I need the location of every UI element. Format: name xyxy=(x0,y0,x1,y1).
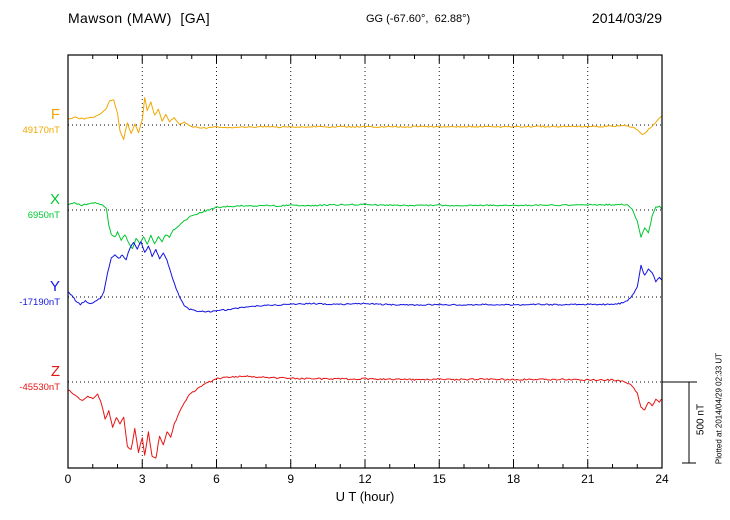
x-tick-label-18: 18 xyxy=(506,472,521,486)
x-tick-label-6: 6 xyxy=(213,472,220,486)
component-value-X: 6950nT xyxy=(27,210,60,221)
component-label-F: F 49170nT xyxy=(22,107,60,136)
trace-Y xyxy=(67,241,663,313)
plotted-at-note: Plotted at 2014/04/29 02:33 UT xyxy=(714,352,724,465)
component-letter-F: F xyxy=(50,106,60,123)
x-tick-label-15: 15 xyxy=(432,472,446,486)
component-value-Z: -45530nT xyxy=(19,382,60,393)
x-tick-label-12: 12 xyxy=(358,472,372,486)
trace-X xyxy=(67,202,663,250)
plot-frame xyxy=(67,54,663,469)
component-letter-Z: Z xyxy=(50,363,60,380)
component-label-Y: Y -17190nT xyxy=(19,279,60,308)
geo-coords: GG (-67.60°, 62.88°) xyxy=(366,13,471,25)
component-value-Y: -17190nT xyxy=(19,297,60,308)
x-tick-label-9: 9 xyxy=(287,472,295,486)
x-tick-label-24: 24 xyxy=(655,472,669,486)
x-axis-title: U T (hour) xyxy=(335,489,395,504)
x-tick-label-0: 0 xyxy=(64,472,72,486)
component-letter-X: X xyxy=(49,191,60,208)
component-value-F: 49170nT xyxy=(22,125,60,136)
plot-date: 2014/03/29 xyxy=(591,10,662,26)
component-letter-Y: Y xyxy=(49,278,60,295)
trace-F xyxy=(67,97,663,140)
x-tick-label-21: 21 xyxy=(581,472,595,486)
x-tick-label-3: 3 xyxy=(138,472,146,486)
component-label-X: X 6950nT xyxy=(28,192,60,221)
component-label-Z: Z -45530nT xyxy=(19,364,60,393)
trace-Z xyxy=(67,375,663,459)
scale-bar-label: 500 nT xyxy=(695,403,707,436)
station-title: Mawson (MAW) [GA] xyxy=(68,10,211,26)
